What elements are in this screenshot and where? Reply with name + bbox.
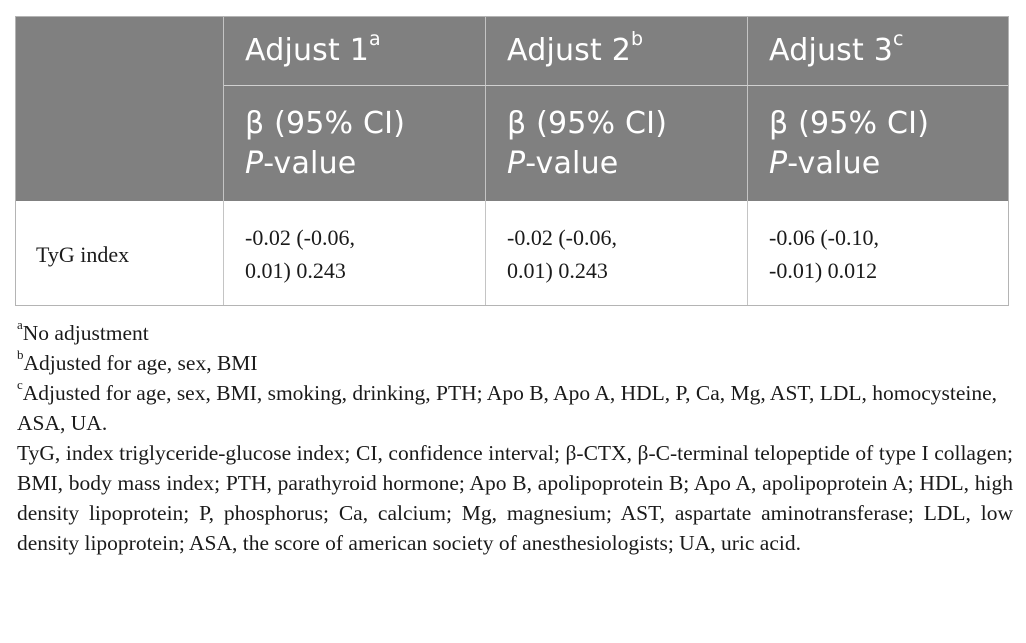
column-subheader-3: β (95% CI) P-value	[769, 106, 930, 181]
footnote-a: aNo adjustment	[17, 316, 149, 345]
table-cell: -0.02 (-0.06, 0.01) 0.243	[245, 225, 355, 283]
row-label: TyG index	[36, 242, 130, 267]
table-cell: -0.02 (-0.06, 0.01) 0.243	[507, 225, 617, 283]
column-subheader-2: β (95% CI) P-value	[507, 106, 668, 181]
column-header-adjust-2: Adjust 2b	[507, 28, 644, 69]
column-header-adjust-1: Adjust 1a	[245, 28, 381, 69]
table-header	[16, 17, 1008, 201]
header-row-divider	[224, 85, 1008, 86]
column-divider	[485, 17, 486, 305]
abbreviations-note: TyG, index triglyceride-glucose index; C…	[17, 441, 1013, 555]
column-header-adjust-3: Adjust 3c	[769, 28, 904, 69]
column-divider	[223, 17, 224, 305]
column-subheader-1: β (95% CI) P-value	[245, 106, 406, 181]
table-cell: -0.06 (-0.10, -0.01) 0.012	[769, 225, 879, 283]
results-table: Adjust 1a Adjust 2b Adjust 3c β (95% CI)…	[15, 16, 1009, 306]
footnote-c: cAdjusted for age, sex, BMI, smoking, dr…	[17, 376, 998, 435]
table-footnotes: aNo adjustment bAdjusted for age, sex, B…	[17, 318, 1013, 558]
footnote-b: bAdjusted for age, sex, BMI	[17, 346, 258, 375]
column-divider	[747, 17, 748, 305]
